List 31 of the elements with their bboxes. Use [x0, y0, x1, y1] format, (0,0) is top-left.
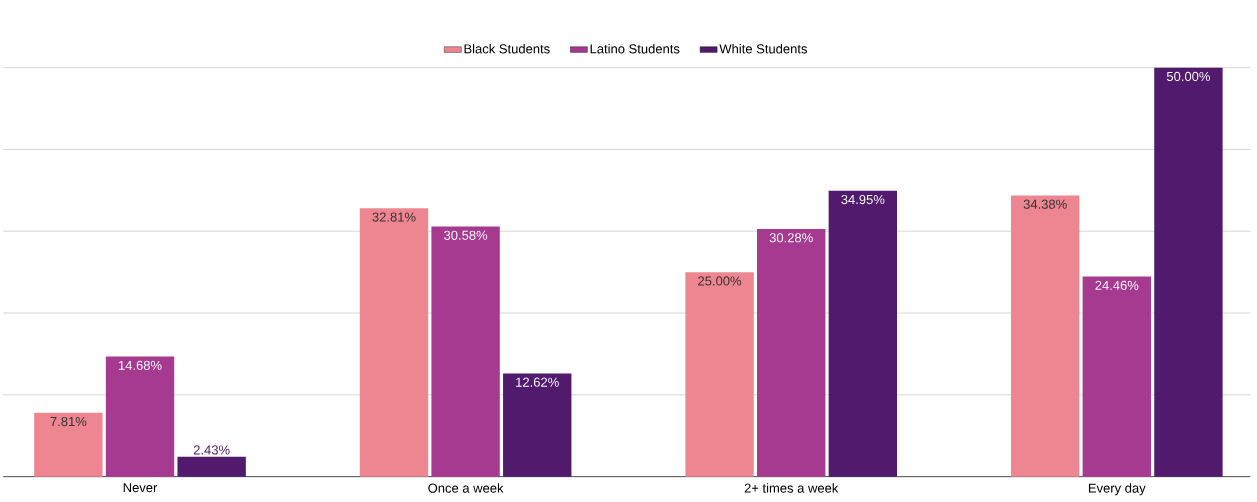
bar	[503, 373, 572, 477]
legend-label: White Students	[719, 43, 807, 54]
bar	[177, 456, 246, 477]
legend-label: Latino Students	[590, 43, 680, 54]
data-label: 34.95%	[841, 194, 885, 205]
data-label: 34.38%	[1023, 199, 1067, 209]
data-label: 24.46%	[1095, 280, 1139, 290]
legend-label: Black Students	[464, 43, 550, 54]
data-label: 30.28%	[769, 233, 813, 243]
x-tick-label: Never	[123, 483, 158, 493]
data-label: 7.81%	[50, 416, 87, 427]
data-label: 12.62%	[516, 377, 559, 387]
x-tick-label: Once a week	[428, 483, 504, 493]
bar	[1154, 67, 1223, 477]
bar	[685, 272, 754, 477]
bar	[105, 356, 175, 477]
bar	[34, 412, 103, 477]
data-label: 30.58%	[444, 230, 488, 240]
x-tick-label: Every day	[1088, 483, 1146, 496]
x-tick-label: 2+ times a week	[744, 483, 839, 493]
bar	[359, 208, 429, 477]
data-label: 25.00%	[698, 276, 742, 286]
data-label: 50.00%	[1166, 71, 1210, 82]
bar	[757, 228, 826, 477]
bar	[431, 226, 500, 477]
bar	[828, 190, 898, 477]
data-label: 14.68%	[118, 360, 162, 370]
bar	[1010, 195, 1080, 477]
bar	[1082, 276, 1151, 477]
data-label: 2.43%	[193, 445, 230, 455]
data-label: 32.81%	[372, 212, 416, 222]
